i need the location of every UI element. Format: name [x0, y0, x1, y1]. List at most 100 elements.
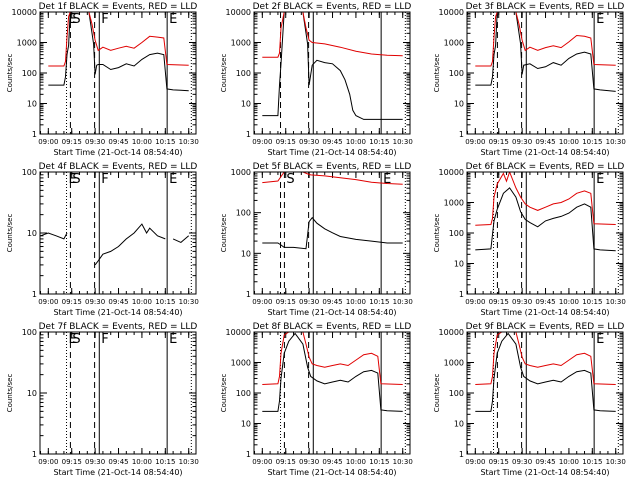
x-tick-label: 10:00 — [559, 298, 579, 306]
x-tick-label: 09:15 — [62, 458, 82, 466]
y-tick-label: 100 — [236, 209, 251, 218]
panel-title: Det 2f BLACK = Events, RED = LLD — [253, 2, 412, 12]
x-axis-label: Start Time (21-Oct-14 08:54:40) — [480, 308, 609, 317]
x-tick-label: 09:15 — [62, 138, 82, 146]
x-tick-label: 09:15 — [276, 138, 296, 146]
y-tick-label: 100 — [22, 328, 37, 337]
x-tick-label: 09:15 — [276, 458, 296, 466]
x-tick-label: 10:15 — [582, 138, 602, 146]
x-tick-label: 10:00 — [132, 138, 152, 146]
panel-title: Det 5f BLACK = Events, RED = LLD — [253, 162, 412, 172]
x-axis-label: Start Time (21-Oct-14 08:54:40) — [53, 468, 182, 477]
y-tick-label: 10 — [241, 100, 251, 109]
interval-marker-label: E — [169, 332, 177, 347]
x-tick-label: 10:15 — [369, 298, 389, 306]
detector-panel: Det 1f BLACK = Events, RED = LLD Counts/s… — [6, 2, 199, 157]
y-tick-label: 1 — [459, 450, 464, 459]
y-tick-label: 10 — [27, 100, 37, 109]
panel-title: Det 3f BLACK = Events, RED = LLD — [466, 2, 625, 12]
x-tick-label: 09:15 — [62, 298, 82, 306]
x-tick-label: 10:00 — [346, 138, 366, 146]
detector-panel: Det 8f BLACK = Events, RED = LLD Counts/s… — [220, 322, 413, 477]
y-axis-label: Counts/sec — [433, 214, 441, 253]
x-axis-label: Start Time (21-Oct-14 08:54:40) — [53, 308, 182, 317]
x-tick-label: 10:30 — [393, 298, 413, 306]
x-tick-label: 09:00 — [465, 458, 485, 466]
x-tick-label: 09:00 — [252, 138, 272, 146]
y-axis-label: Counts/sec — [220, 54, 228, 93]
x-axis-label: Start Time (21-Oct-14 08:54:40) — [480, 148, 609, 157]
interval-marker-label: E — [383, 172, 391, 187]
x-tick-label: 09:00 — [38, 138, 58, 146]
x-tick-label: 09:15 — [276, 298, 296, 306]
x-tick-label: 09:00 — [252, 298, 272, 306]
x-tick-label: 10:30 — [606, 458, 626, 466]
interval-marker-label: E — [596, 172, 604, 187]
x-axis-label: Start Time (21-Oct-14 08:54:40) — [267, 468, 396, 477]
y-axis-label: Counts/sec — [6, 374, 14, 413]
x-tick-label: 09:30 — [512, 458, 532, 466]
panel-title: Det 7f BLACK = Events, RED = LLD — [39, 322, 198, 332]
y-tick-label: 1000 — [444, 39, 464, 48]
y-tick-label: 1000 — [231, 39, 251, 48]
y-axis-label: Counts/sec — [6, 54, 14, 93]
axes-frame — [253, 171, 411, 295]
axes-frame — [39, 331, 197, 455]
lld-series-line — [475, 12, 616, 67]
y-tick-label: 10000 — [12, 8, 37, 17]
interval-marker-label: S — [286, 172, 294, 187]
y-tick-label: 100 — [236, 389, 251, 398]
y-tick-label: 10000 — [439, 8, 464, 17]
detector-panel: Det 2f BLACK = Events, RED = LLD Counts/s… — [220, 2, 413, 157]
y-tick-label: 10 — [454, 420, 464, 429]
x-tick-label: 09:30 — [85, 458, 105, 466]
panel-title: Det 1f BLACK = Events, RED = LLD — [39, 2, 198, 12]
y-tick-label: 1000 — [444, 359, 464, 368]
interval-marker-label: F — [101, 12, 108, 27]
y-axis-label: Counts/sec — [220, 214, 228, 253]
x-tick-label: 09:30 — [85, 298, 105, 306]
y-tick-label: 10000 — [226, 328, 251, 337]
panel-title: Det 4f BLACK = Events, RED = LLD — [39, 162, 198, 172]
x-tick-label: 09:30 — [299, 138, 319, 146]
y-tick-label: 1000 — [17, 39, 37, 48]
x-axis-label: Start Time (21-Oct-14 08:54:40) — [267, 308, 396, 317]
interval-marker-label: S — [72, 12, 80, 27]
lld-series-line — [48, 12, 189, 67]
events-series-line — [475, 332, 616, 412]
y-tick-label: 1 — [246, 130, 251, 139]
events-series-line — [48, 12, 189, 92]
x-tick-label: 09:30 — [85, 138, 105, 146]
interval-marker-label: S — [72, 332, 80, 347]
x-tick-label: 09:15 — [489, 458, 509, 466]
x-tick-label: 10:15 — [155, 298, 175, 306]
y-tick-label: 1 — [32, 290, 37, 299]
y-tick-label: 100 — [22, 168, 37, 177]
axes-frame — [466, 171, 624, 295]
detector-panel: Det 6f BLACK = Events, RED = LLD Counts/s… — [433, 162, 626, 317]
y-tick-label: 1 — [32, 130, 37, 139]
interval-marker-label: E — [169, 12, 177, 27]
x-tick-label: 09:30 — [299, 458, 319, 466]
panel-title: Det 6f BLACK = Events, RED = LLD — [466, 162, 625, 172]
interval-marker-label: E — [69, 172, 77, 187]
x-tick-label: 10:15 — [582, 298, 602, 306]
x-tick-label: 10:30 — [179, 298, 199, 306]
y-tick-label: 1 — [459, 130, 464, 139]
detector-panel: Det 7f BLACK = Events, RED = LLD Counts/s… — [6, 322, 199, 477]
y-tick-label: 1000 — [231, 168, 251, 177]
y-tick-label: 10 — [454, 260, 464, 269]
x-tick-label: 10:15 — [582, 458, 602, 466]
x-tick-label: 09:00 — [38, 298, 58, 306]
x-tick-label: 09:45 — [108, 298, 128, 306]
y-tick-label: 1000 — [444, 199, 464, 208]
interval-marker-label: E — [596, 12, 604, 27]
y-tick-label: 100 — [22, 69, 37, 78]
y-tick-label: 10000 — [439, 328, 464, 337]
x-tick-label: 10:30 — [179, 138, 199, 146]
x-tick-label: 09:45 — [535, 138, 555, 146]
lld-series-line — [262, 332, 403, 385]
y-tick-label: 100 — [449, 389, 464, 398]
axes-frame — [253, 331, 411, 455]
